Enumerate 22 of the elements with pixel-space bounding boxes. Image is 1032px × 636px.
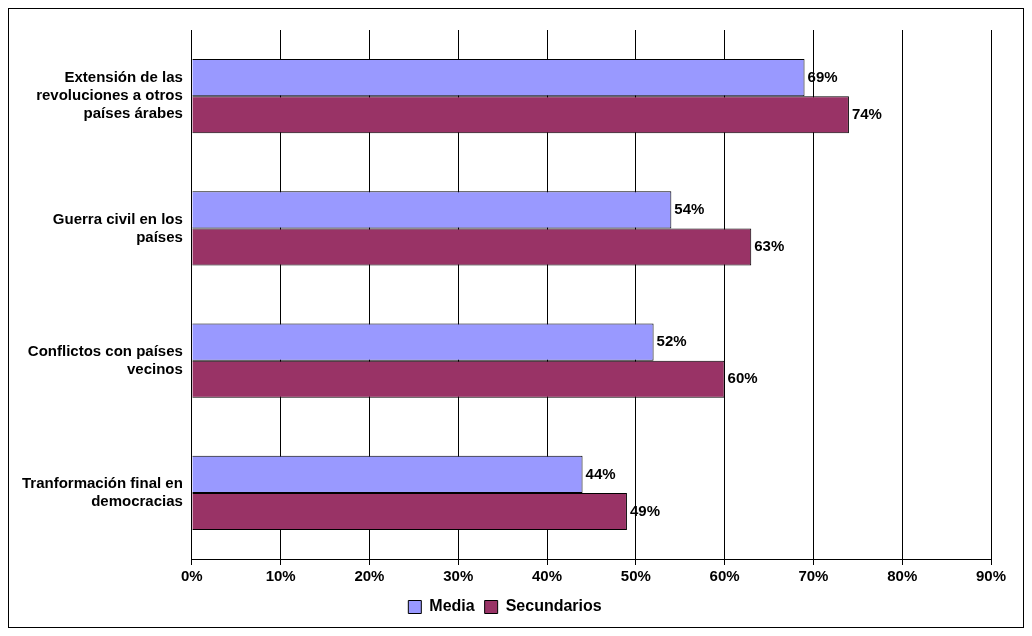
x-tick-label: 70% — [798, 567, 829, 585]
y-tick-label: Extensión de las revoluciones a otros países árabes — [36, 68, 183, 122]
y-tick-label: Tranformación final en democracias — [21, 474, 183, 510]
x-tick-label: 0% — [181, 567, 203, 585]
data-label: 60% — [727, 369, 758, 387]
x-tick-label: 80% — [887, 567, 918, 585]
x-tick-label: 30% — [443, 567, 474, 585]
data-label: 52% — [656, 332, 687, 350]
x-tick-label: 20% — [354, 567, 385, 585]
x-tick-label: 50% — [620, 567, 651, 585]
data-label: 63% — [754, 237, 785, 255]
legend-label: Secundarios — [505, 597, 602, 615]
x-tick-label: 60% — [709, 567, 740, 585]
x-tick-label: 40% — [532, 567, 563, 585]
data-label: 74% — [851, 104, 882, 122]
y-tick-label: Conflictos con países vecinos — [27, 341, 183, 377]
legend-label: Media — [429, 597, 475, 615]
x-tick-label: 10% — [265, 567, 296, 585]
data-label: 54% — [674, 200, 705, 217]
data-label: 44% — [585, 464, 616, 482]
y-tick-label: Guerra civil en los países — [52, 209, 183, 245]
x-tick-label: 90% — [975, 567, 1007, 585]
